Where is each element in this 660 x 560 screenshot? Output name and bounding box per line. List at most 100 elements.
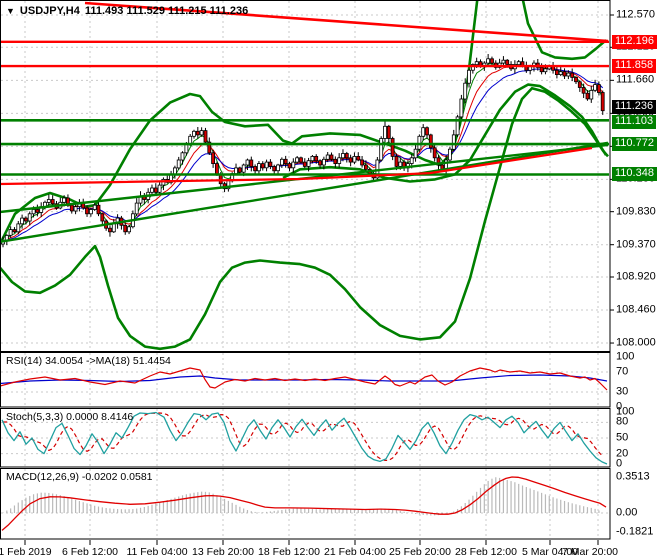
price-level-badge: 110.348: [612, 167, 657, 182]
candle-body: [375, 159, 380, 179]
candle-body: [398, 161, 403, 167]
candle-body: [390, 138, 395, 157]
candle-body: [570, 72, 575, 78]
candle-body: [291, 161, 296, 169]
candle-body: [256, 163, 261, 172]
candle-body: [20, 217, 25, 225]
price-axis-label: 112.570: [616, 8, 655, 21]
time-axis-label: 6 Feb 12:00: [61, 546, 119, 558]
candle-body: [318, 160, 323, 166]
stoch-panel-border: [0, 408, 611, 468]
macd-panel-border: [0, 468, 611, 540]
rsi-axis-label: 70: [616, 365, 629, 378]
time-axis-label: 21 Feb 04:00: [324, 546, 386, 558]
candle-body: [302, 161, 307, 167]
candle-body: [486, 58, 491, 64]
candle-body: [27, 213, 32, 222]
candle-body: [153, 187, 158, 193]
candle-body: [421, 127, 426, 137]
macd-indicator-label: MACD(12,26,9) -0.0202 0.0581: [6, 471, 153, 483]
bollinger-upper-band: [1, 1, 607, 245]
candle-body: [555, 69, 559, 76]
candle-body: [505, 59, 510, 65]
candle-body: [46, 199, 51, 203]
time-axis-label: 11 Feb 04:00: [126, 546, 188, 558]
time-axis-label: 7 Mar 20:00: [561, 546, 619, 558]
macd-axis-label: 0.3513: [616, 470, 650, 483]
ohlc-values: 111.493 111.529 111.215 111.236: [84, 5, 249, 17]
candle-body: [386, 125, 391, 139]
price-level-badge: 111.103: [612, 115, 657, 130]
macd-axis-label: 0.00: [616, 506, 638, 519]
macd-axis-label: -0.1821: [616, 525, 654, 538]
candle-body: [195, 130, 200, 136]
candle-body: [283, 158, 288, 165]
candle-body: [490, 58, 494, 64]
candle-body: [92, 204, 97, 210]
rsi-line: [0, 367, 608, 391]
candle-body: [89, 209, 93, 215]
candle-body: [23, 217, 28, 222]
time-axis-label: 28 Feb 12:00: [455, 546, 517, 558]
candle-body: [314, 155, 319, 162]
candle-body: [597, 84, 601, 93]
candle-body: [600, 92, 605, 112]
candle-body: [474, 61, 479, 66]
chart-title-row: ▼ USDJPY,H4 111.493 111.529 111.215 111.…: [6, 5, 248, 17]
candle-body: [543, 68, 548, 73]
price-axis-label: 108.920: [616, 270, 656, 283]
candle-body: [299, 157, 303, 163]
candle-body: [344, 153, 349, 159]
candle-body: [337, 157, 342, 164]
candle-body: [264, 161, 269, 169]
price-level-badge: 111.236: [612, 99, 657, 114]
candle-body: [329, 154, 334, 160]
chevron-down-icon[interactable]: ▼: [6, 6, 15, 16]
candle-body: [562, 71, 567, 77]
ma-line-red: [2, 65, 604, 242]
candle-body: [69, 204, 74, 212]
candle-body: [428, 134, 433, 149]
rsi-axis-label: 30: [616, 385, 629, 398]
main-plot-area[interactable]: [0, 0, 610, 351]
candle-body: [8, 229, 13, 236]
ma-line-green: [2, 62, 604, 242]
candle-body: [574, 77, 578, 83]
candle-body: [383, 125, 387, 139]
candle-body: [85, 207, 89, 215]
candle-body: [108, 227, 112, 233]
candle-body: [436, 157, 441, 166]
candle-body: [470, 64, 475, 71]
candle-body: [253, 166, 258, 172]
stoch-axis-label: 80: [616, 415, 629, 428]
stoch-axis-label: 50: [616, 431, 629, 444]
candle-body: [287, 163, 292, 169]
candle-body: [237, 167, 242, 173]
candle-body: [134, 202, 139, 215]
candle-body: [341, 153, 345, 159]
rsi-axis-label: 0: [616, 400, 623, 413]
candle-body: [279, 158, 284, 166]
candle-body: [249, 159, 254, 167]
candle-body: [409, 157, 414, 164]
candle-body: [333, 158, 338, 165]
candle-body: [180, 152, 185, 161]
candle-body: [96, 204, 101, 215]
candle-body: [310, 155, 315, 162]
candle-body: [451, 134, 456, 150]
candle-body: [356, 155, 361, 161]
candle-body: [192, 130, 196, 137]
price-axis-label: 108.460: [616, 303, 656, 316]
candle-body: [157, 184, 162, 193]
macd-signal-line: [1, 476, 607, 531]
candle-body: [321, 158, 326, 166]
stoch-axis-label: 100: [616, 405, 635, 418]
candle-body: [245, 159, 250, 166]
candle-body: [467, 69, 471, 84]
time-axis-label: 25 Feb 20:00: [389, 546, 451, 558]
candle-body: [211, 152, 216, 165]
price-level-badge: 110.772: [612, 137, 657, 152]
candle-body: [234, 167, 238, 174]
candle-body: [459, 98, 464, 118]
